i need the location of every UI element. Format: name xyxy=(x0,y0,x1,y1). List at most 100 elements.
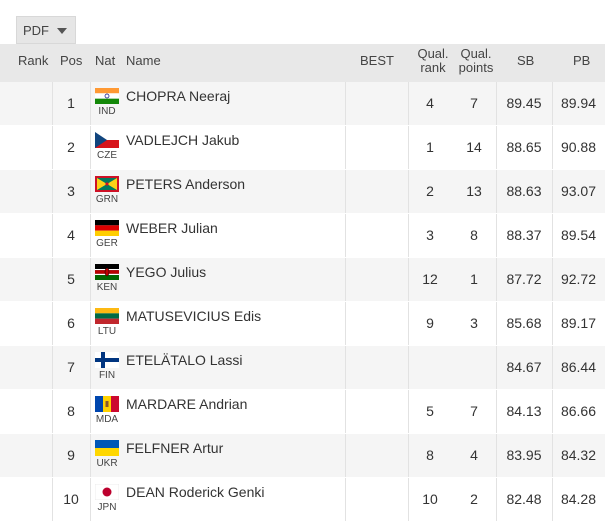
column-divider xyxy=(496,302,497,345)
cell-nat: GER xyxy=(96,238,118,249)
header-pb[interactable]: PB xyxy=(573,53,591,68)
column-divider xyxy=(52,170,53,213)
column-divider xyxy=(345,390,346,433)
header-best[interactable]: BEST xyxy=(360,53,394,68)
column-divider xyxy=(90,434,91,477)
cell-nat: KEN xyxy=(96,282,118,293)
column-divider xyxy=(496,346,497,389)
cell-pos: 9 xyxy=(67,447,75,463)
cell-qual-rank: 3 xyxy=(426,227,434,243)
cell-pb: 84.32 xyxy=(560,447,597,463)
table-row[interactable]: 9 UKR FELFNER Artur 8 4 83.95 84.32 xyxy=(0,434,605,478)
cell-pb: 89.54 xyxy=(560,227,597,243)
column-divider xyxy=(345,346,346,389)
column-divider xyxy=(496,434,497,477)
table-header: Rank Pos Nat Name BEST Qual. rank Qual. … xyxy=(0,44,605,82)
cell-sb: 82.48 xyxy=(506,491,542,507)
cell-name[interactable]: MATUSEVICIUS Edis xyxy=(126,308,262,324)
column-divider xyxy=(52,390,53,433)
cell-qual-rank: 5 xyxy=(426,403,434,419)
table-row[interactable]: 8 MDA MARDARE Andrian 5 7 84.13 86.66 xyxy=(0,390,605,434)
table-row[interactable]: 10 JPN DEAN Roderick Genki 10 2 82.48 84… xyxy=(0,478,605,522)
column-divider xyxy=(52,214,53,257)
header-nat[interactable]: Nat xyxy=(95,53,116,68)
column-divider xyxy=(345,214,346,257)
cell-sb: 88.37 xyxy=(506,227,542,243)
cell-name[interactable]: YEGO Julius xyxy=(126,264,207,280)
cell-name[interactable]: MARDARE Andrian xyxy=(126,396,248,412)
header-qual-points[interactable]: Qual. points xyxy=(457,47,495,75)
pdf-label: PDF xyxy=(23,22,49,38)
cell-qual-points: 14 xyxy=(466,139,482,155)
header-name[interactable]: Name xyxy=(126,53,161,68)
cell-qual-points: 7 xyxy=(470,95,478,111)
header-pos[interactable]: Pos xyxy=(60,53,83,68)
column-divider xyxy=(52,82,53,125)
cell-qual-rank: 4 xyxy=(426,95,434,111)
cell-sb: 89.45 xyxy=(506,95,542,111)
column-divider xyxy=(52,434,53,477)
cell-pos: 1 xyxy=(67,95,75,111)
cell-pos: 3 xyxy=(67,183,75,199)
column-divider xyxy=(52,478,53,521)
column-divider xyxy=(496,82,497,125)
cell-pb: 86.44 xyxy=(560,359,597,375)
cell-sb: 88.63 xyxy=(506,183,542,199)
table-row[interactable]: 3 GRN PETERS Anderson 2 13 88.63 93.07 xyxy=(0,170,605,214)
cell-name[interactable]: DEAN Roderick Genki xyxy=(126,484,265,500)
table-row[interactable]: 5 KEN YEGO Julius 12 1 87.72 92.72 xyxy=(0,258,605,302)
cell-qual-rank: 12 xyxy=(422,271,438,287)
cell-pos: 2 xyxy=(67,139,75,155)
ger-flag-icon xyxy=(95,220,119,236)
table-row[interactable]: 6 LTU MATUSEVICIUS Edis 9 3 85.68 89.17 xyxy=(0,302,605,346)
table-row[interactable]: 2 CZE VADLEJCH Jakub 1 14 88.65 90.88 xyxy=(0,126,605,170)
column-divider xyxy=(345,82,346,125)
column-divider xyxy=(408,302,409,345)
column-divider xyxy=(496,478,497,521)
cell-pos: 5 xyxy=(67,271,75,287)
table-row[interactable]: 4 GER WEBER Julian 3 8 88.37 89.54 xyxy=(0,214,605,258)
column-divider xyxy=(408,346,409,389)
header-rank[interactable]: Rank xyxy=(18,53,49,68)
column-divider xyxy=(408,390,409,433)
cell-name[interactable]: VADLEJCH Jakub xyxy=(126,132,240,148)
table-row[interactable]: 1 IND CHOPRA Neeraj 4 7 89.45 89.94 xyxy=(0,82,605,126)
cell-name[interactable]: PETERS Anderson xyxy=(126,176,246,192)
header-qual-rank[interactable]: Qual. rank xyxy=(417,47,449,75)
header-sb[interactable]: SB xyxy=(517,53,535,68)
column-divider xyxy=(552,346,553,389)
table-row[interactable]: 7 FIN ETELÄTALO Lassi 84.67 86.44 xyxy=(0,346,605,390)
cell-sb: 84.67 xyxy=(506,359,542,375)
column-divider xyxy=(496,126,497,169)
cell-pos: 4 xyxy=(67,227,75,243)
column-divider xyxy=(52,258,53,301)
column-divider xyxy=(90,170,91,213)
cell-nat: LTU xyxy=(97,326,117,337)
cell-sb: 87.72 xyxy=(506,271,542,287)
column-divider xyxy=(52,346,53,389)
cell-qual-rank: 8 xyxy=(426,447,434,463)
column-divider xyxy=(496,258,497,301)
column-divider xyxy=(552,302,553,345)
cell-qual-points: 7 xyxy=(470,403,478,419)
cell-name[interactable]: CHOPRA Neeraj xyxy=(126,88,231,104)
cell-name[interactable]: FELFNER Artur xyxy=(126,440,224,456)
cell-sb: 83.95 xyxy=(506,447,542,463)
ukr-flag-icon xyxy=(95,440,119,456)
cell-name[interactable]: WEBER Julian xyxy=(126,220,218,236)
pdf-dropdown-button[interactable]: PDF xyxy=(16,16,76,44)
cell-nat: FIN xyxy=(98,370,116,381)
cell-name[interactable]: ETELÄTALO Lassi xyxy=(126,352,243,368)
column-divider xyxy=(408,170,409,213)
column-divider xyxy=(345,434,346,477)
column-divider xyxy=(552,82,553,125)
column-divider xyxy=(345,302,346,345)
mda-flag-icon xyxy=(95,396,119,412)
cell-pb: 93.07 xyxy=(560,183,597,199)
column-divider xyxy=(496,170,497,213)
header-qual-points-line1: Qual. xyxy=(460,46,492,61)
toolbar: PDF xyxy=(0,0,605,44)
column-divider xyxy=(345,170,346,213)
cell-sb: 88.65 xyxy=(506,139,542,155)
cell-pos: 7 xyxy=(67,359,75,375)
